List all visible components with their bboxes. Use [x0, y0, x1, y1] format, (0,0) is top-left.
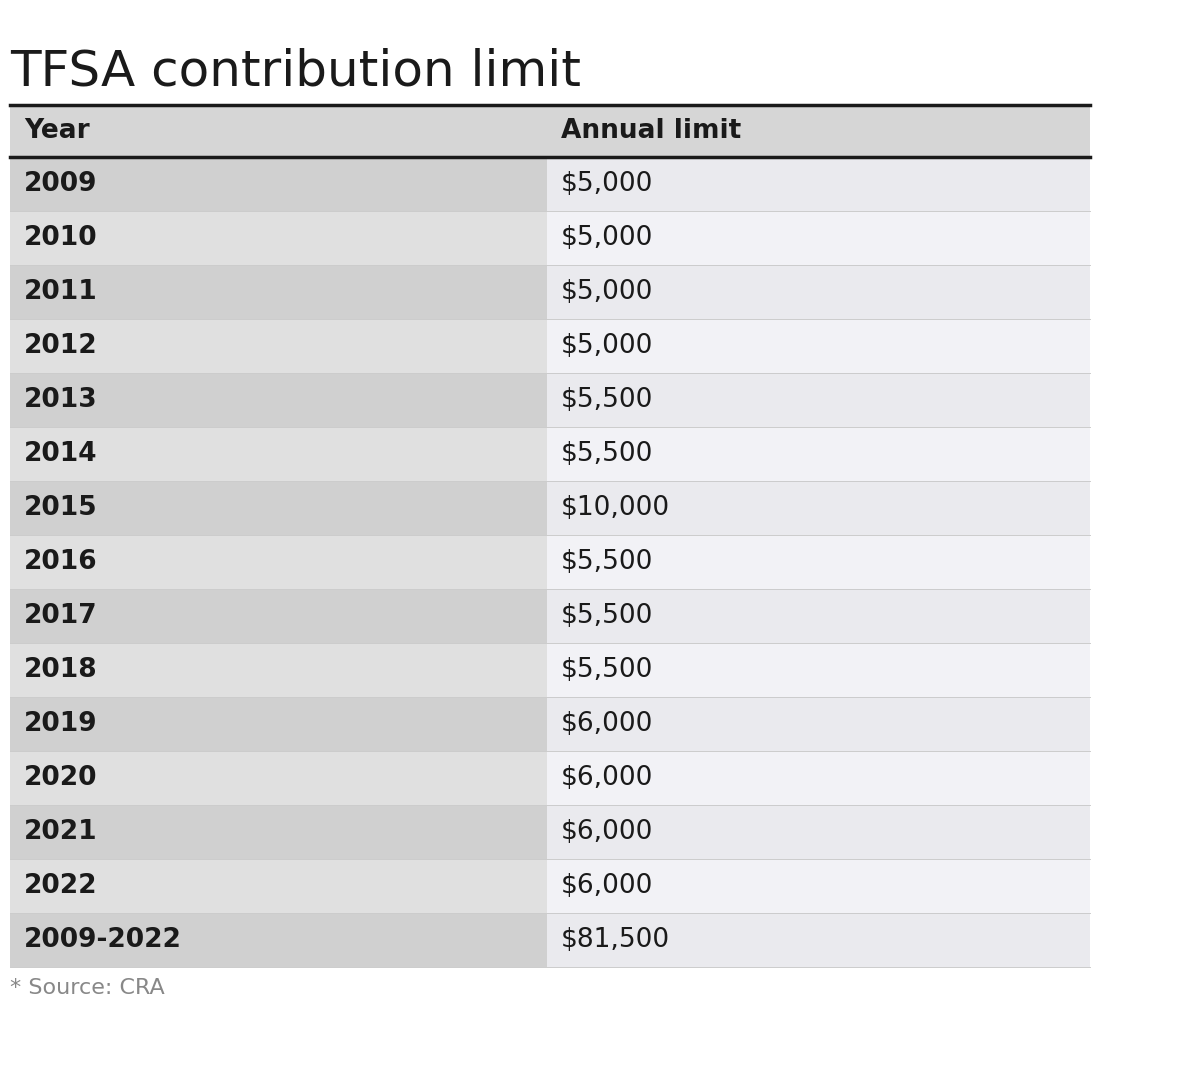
Text: $81,500: $81,500 — [561, 927, 670, 953]
Text: $10,000: $10,000 — [561, 495, 670, 521]
Text: 2016: 2016 — [24, 549, 97, 574]
Bar — [547, 481, 1090, 535]
Text: Annual limit: Annual limit — [561, 118, 741, 144]
Text: 2010: 2010 — [24, 225, 97, 251]
Text: 2014: 2014 — [24, 441, 97, 467]
Text: 2009: 2009 — [24, 171, 97, 197]
Bar — [9, 535, 547, 589]
Text: 2020: 2020 — [24, 765, 97, 791]
Bar — [9, 426, 547, 481]
Bar — [547, 426, 1090, 481]
Text: $6,000: $6,000 — [561, 710, 653, 737]
Text: 2018: 2018 — [24, 657, 97, 683]
Text: 2017: 2017 — [24, 603, 97, 629]
Bar — [9, 751, 547, 805]
Bar — [547, 157, 1090, 211]
Text: $5,500: $5,500 — [561, 549, 653, 574]
Bar — [547, 106, 1090, 157]
Text: 2012: 2012 — [24, 333, 97, 359]
Text: $6,000: $6,000 — [561, 819, 653, 845]
Bar — [547, 211, 1090, 265]
Bar — [9, 373, 547, 426]
Bar — [547, 805, 1090, 860]
Bar — [9, 913, 547, 967]
Text: $5,500: $5,500 — [561, 603, 653, 629]
Bar — [9, 211, 547, 265]
Text: 2015: 2015 — [24, 495, 97, 521]
Text: 2013: 2013 — [24, 387, 97, 413]
Text: $5,500: $5,500 — [561, 657, 653, 683]
Bar — [9, 643, 547, 697]
Bar — [547, 860, 1090, 913]
Bar — [547, 589, 1090, 643]
Bar — [9, 589, 547, 643]
Bar — [547, 643, 1090, 697]
Bar — [9, 319, 547, 373]
Text: TFSA contribution limit: TFSA contribution limit — [9, 48, 581, 96]
Text: $5,000: $5,000 — [561, 225, 653, 251]
Bar — [9, 805, 547, 860]
Text: $6,000: $6,000 — [561, 765, 653, 791]
Bar — [547, 319, 1090, 373]
Bar — [547, 373, 1090, 426]
Bar — [9, 860, 547, 913]
Text: 2021: 2021 — [24, 819, 97, 845]
Bar — [9, 481, 547, 535]
Text: 2009-2022: 2009-2022 — [24, 927, 181, 953]
Bar — [9, 106, 547, 157]
Text: $5,000: $5,000 — [561, 279, 653, 305]
Text: 2022: 2022 — [24, 873, 97, 899]
Text: $5,000: $5,000 — [561, 171, 653, 197]
Text: 2019: 2019 — [24, 710, 97, 737]
Bar — [547, 535, 1090, 589]
Text: $5,500: $5,500 — [561, 441, 653, 467]
Bar — [9, 265, 547, 319]
Bar — [9, 697, 547, 751]
Text: $5,000: $5,000 — [561, 333, 653, 359]
Text: Year: Year — [24, 118, 90, 144]
Bar — [547, 265, 1090, 319]
Bar — [9, 157, 547, 211]
Text: 2011: 2011 — [24, 279, 97, 305]
Bar — [547, 751, 1090, 805]
Text: * Source: CRA: * Source: CRA — [9, 978, 165, 998]
Text: $6,000: $6,000 — [561, 873, 653, 899]
Text: $5,500: $5,500 — [561, 387, 653, 413]
Bar — [547, 697, 1090, 751]
Bar — [547, 913, 1090, 967]
